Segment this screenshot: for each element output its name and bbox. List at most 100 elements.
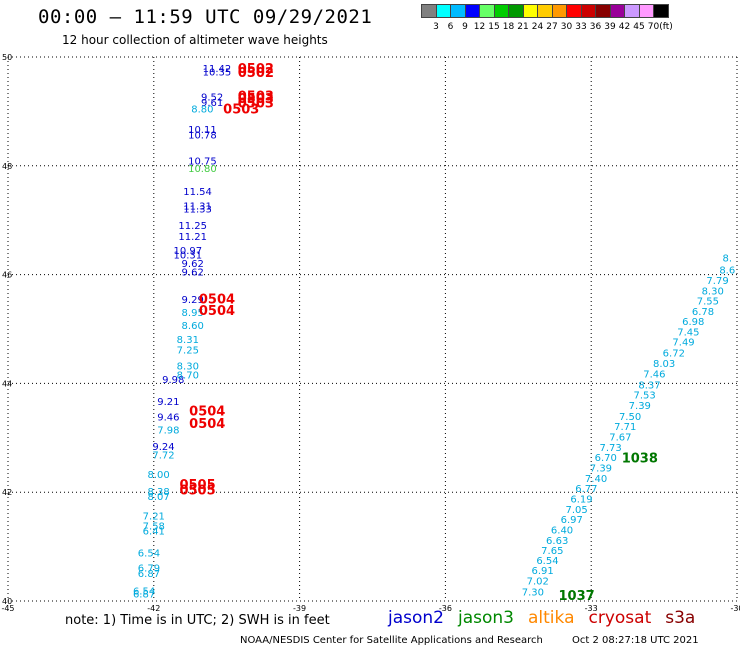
wave-height-label: 9.29 xyxy=(182,295,204,306)
wave-height-label: 6.98 xyxy=(682,317,704,328)
wave-height-label: 0503 xyxy=(238,90,274,105)
x-tick-label: -33 xyxy=(585,604,598,613)
grid-lines xyxy=(7,56,738,602)
wave-height-label: 0504 xyxy=(199,304,235,319)
mission-cryosat: cryosat xyxy=(588,608,652,628)
wave-height-label: 7.05 xyxy=(565,505,587,516)
mission-altika: altika xyxy=(528,608,575,628)
wave-height-label: 6.40 xyxy=(551,526,573,537)
legend-label: 70 xyxy=(647,22,660,32)
x-tick-label: -30 xyxy=(730,604,740,613)
axis-tick-labels: -45 -42 -39 -36 -33 -30 40 42 44 46 48 50 xyxy=(1,53,740,613)
wave-height-label: 7.67 xyxy=(609,433,631,444)
color-legend: 3 6 9 12 15 18 21 24 27 30 33 36 39 42 45 70 (ft) xyxy=(421,4,673,34)
wave-height-label: 10.80 xyxy=(188,164,217,175)
legend-label: 36 xyxy=(589,22,602,32)
legend-unit: (ft) xyxy=(659,22,673,32)
wave-height-label: 6.78 xyxy=(692,307,714,318)
wave-height-label: 8.07 xyxy=(148,492,170,503)
wave-height-label: 8.80 xyxy=(191,104,213,115)
wave-height-label: 8.38 xyxy=(148,487,170,498)
wave-height-label: 8.95 xyxy=(182,308,204,319)
legend-label: 21 xyxy=(517,22,529,32)
legend-label: 45 xyxy=(633,22,645,32)
wave-height-label: 8.37 xyxy=(638,380,660,391)
wave-height-label: 11.42 xyxy=(203,64,232,75)
wave-height-label: 6.79 xyxy=(138,564,160,575)
wave-height-label: 6.54 xyxy=(138,548,160,559)
wave-height-label: 7.55 xyxy=(697,297,719,308)
wave-height-label: 6.77 xyxy=(575,484,597,495)
wave-height-label: 0502 xyxy=(238,62,274,77)
wave-height-label: 0505 xyxy=(179,478,215,493)
legend-label: 9 xyxy=(462,22,468,32)
wave-height-label: 7.71 xyxy=(614,422,636,433)
wave-height-label: 9.46 xyxy=(157,412,179,423)
wave-height-label: 0504 xyxy=(189,404,225,419)
wave-height-label: 6.70 xyxy=(595,453,617,464)
wave-height-label: 7.50 xyxy=(619,412,641,423)
wave-height-label: 11.54 xyxy=(183,187,212,198)
wave-height-label: 0504 xyxy=(199,292,235,307)
wave-height-label: 1037 xyxy=(559,589,595,604)
legend-label: 24 xyxy=(531,22,544,32)
x-tick-label: -39 xyxy=(293,604,306,613)
wave-height-label: 7.46 xyxy=(643,369,665,380)
legend-label: 27 xyxy=(546,22,558,32)
x-tick-label: -36 xyxy=(439,604,452,613)
wave-height-label: 7.53 xyxy=(634,391,656,402)
legend-swatch xyxy=(653,4,669,18)
wave-height-label: 6.91 xyxy=(531,566,553,577)
wave-height-label: 9.62 xyxy=(182,259,204,270)
wave-height-label: 6.87 xyxy=(133,590,155,601)
wave-height-label: 8.03 xyxy=(653,359,675,370)
wave-height-label: 0505 xyxy=(179,483,215,498)
y-tick-label: 48 xyxy=(2,162,12,171)
wave-height-label: 8. xyxy=(723,254,733,265)
credit-timestamp: Oct 2 08:27:18 UTC 2021 xyxy=(572,635,699,646)
wave-height-label: 10.78 xyxy=(188,131,217,142)
wave-height-label: 7.72 xyxy=(152,450,174,461)
wave-height-label: 9.61 xyxy=(201,98,223,109)
wave-height-label: 7.65 xyxy=(541,546,563,557)
wave-height-label: 7.30 xyxy=(522,588,544,599)
wave-height-label: 1038 xyxy=(622,451,658,466)
wave-height-label: 6.54 xyxy=(536,556,558,567)
y-tick-label: 46 xyxy=(2,271,12,280)
wave-height-label: 7.25 xyxy=(177,345,199,356)
wave-height-label: 7.02 xyxy=(527,577,549,588)
footer-note: note: 1) Time is in UTC; 2) SWH is in fe… xyxy=(65,613,330,628)
wave-height-label: 11.31 xyxy=(183,201,212,212)
wave-height-label: 6.41 xyxy=(143,527,165,538)
x-tick-label: -42 xyxy=(147,604,160,613)
wave-height-label: 6.97 xyxy=(561,515,583,526)
credit-text: NOAA/NESDIS Center for Satellite Applica… xyxy=(240,635,543,646)
legend-label: 15 xyxy=(488,22,500,32)
wave-height-label: 10.31 xyxy=(173,250,202,261)
wave-height-label: 11.25 xyxy=(178,221,207,232)
wave-height-label: 8.00 xyxy=(148,470,170,481)
chart-subtitle: 12 hour collection of altimeter wave hei… xyxy=(62,33,328,47)
wave-height-label: 7.40 xyxy=(585,474,607,485)
wave-height-label: 9.24 xyxy=(152,442,174,453)
wave-height-label: 10.75 xyxy=(188,157,217,168)
wave-height-label: 8.60 xyxy=(182,321,204,332)
legend-label: 6 xyxy=(447,22,454,32)
wave-height-label: 8.30 xyxy=(177,361,199,372)
mission-s3a: s3a xyxy=(665,608,696,628)
mission-jason3: jason3 xyxy=(458,608,514,628)
mission-jason2: jason2 xyxy=(388,608,444,628)
wave-height-label: 0502 xyxy=(238,66,274,81)
wave-height-label: 0503 xyxy=(238,97,274,112)
wave-height-label: 0503 xyxy=(238,92,274,107)
wave-height-label: 6.63 xyxy=(546,536,568,547)
wave-height-label: 6.54 xyxy=(133,586,155,597)
wave-height-label: 10.97 xyxy=(173,246,202,257)
legend-label: 3 xyxy=(433,22,439,32)
y-tick-label: 42 xyxy=(2,488,12,497)
mission-legend: jason2 jason3 altika cryosat s3a xyxy=(388,608,709,628)
legend-label: 18 xyxy=(502,22,515,32)
wave-height-label: 8.70 xyxy=(177,371,199,382)
legend-labels: 3 6 9 12 15 18 21 24 27 30 33 36 39 42 45 70 (ft) xyxy=(421,22,673,34)
